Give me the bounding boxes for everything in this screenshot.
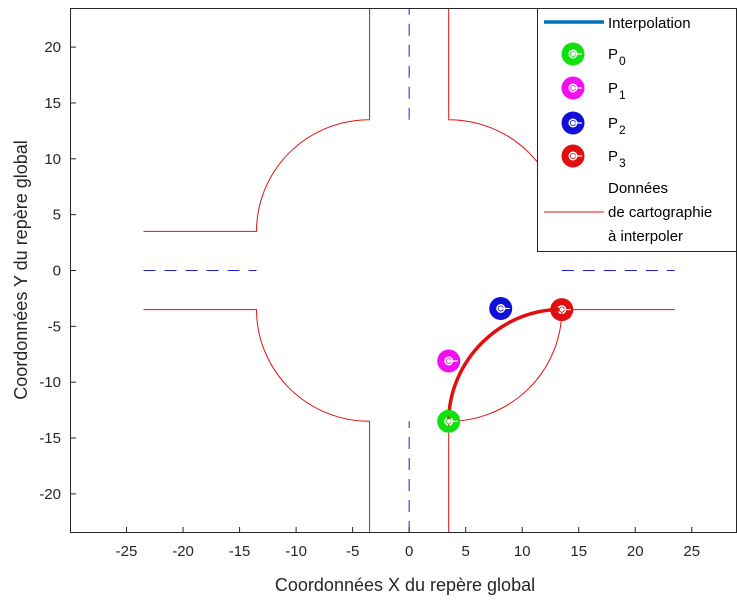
control-point-p2	[489, 296, 513, 320]
legend-item-map: Données de cartographie à interpoler	[544, 180, 712, 245]
y-axis-label: Coordonnées Y du repère global	[11, 140, 31, 400]
center-dashes	[143, 8, 675, 533]
x-tick-label: 5	[462, 543, 470, 560]
y-tick-label: 0	[53, 263, 61, 280]
map-line-1	[143, 8, 371, 232]
legend-item-p2: P2	[561, 111, 626, 137]
x-tick-label: -25	[116, 543, 138, 560]
legend-marker-p0	[561, 42, 585, 66]
x-tick-label: 10	[514, 543, 531, 560]
legend-marker-p3	[561, 144, 585, 168]
y-tick-label: -5	[48, 318, 61, 335]
legend-marker-p2	[561, 111, 585, 135]
interpolation-path	[446, 307, 562, 422]
y-tick-label: -10	[39, 374, 61, 391]
y-tick-label: 5	[53, 207, 61, 224]
x-tick-label: -15	[229, 543, 251, 560]
legend-label-subscript: 1	[619, 88, 626, 102]
legend-label-subscript: 0	[619, 54, 626, 68]
legend-label-subscript: 3	[619, 156, 626, 170]
control-point-p0	[437, 409, 461, 433]
x-tick-label: 25	[683, 543, 700, 560]
y-tick-label: 15	[44, 95, 61, 112]
control-point-p3	[550, 298, 574, 322]
legend-label: Interpolation	[608, 15, 691, 32]
y-tick-label: -15	[39, 430, 61, 447]
y-tick-label: 20	[44, 39, 61, 56]
legend-label-subscript: 2	[619, 123, 626, 137]
control-points	[437, 296, 574, 433]
x-axis-label: Coordonnées X du repère global	[275, 575, 535, 595]
legend-label-line: de cartographie	[608, 204, 712, 221]
legend-marker-p1	[561, 76, 585, 100]
interpolation-curve	[446, 307, 562, 422]
legend-label-line: à interpoler	[608, 228, 683, 245]
x-tick-label: 15	[570, 543, 587, 560]
x-tick-label: 0	[405, 543, 413, 560]
y-tick-label: -20	[39, 486, 61, 503]
x-tick-label: -20	[172, 543, 194, 560]
y-axis-ticks: -20 -15 -10 -5 0 5 10 15 20	[39, 39, 76, 503]
legend-label-line: Données	[608, 180, 668, 197]
map-line-2	[448, 309, 675, 533]
control-point-p1	[437, 349, 461, 373]
x-tick-label: -10	[285, 543, 307, 560]
map-line-3	[143, 309, 371, 533]
x-axis-ticks: -25 -20 -15 -10 -5 0 5 10 15 20 25	[116, 527, 700, 560]
legend-item-interpolation: Interpolation	[544, 15, 691, 32]
x-tick-label: 20	[627, 543, 644, 560]
y-tick-label: 10	[44, 151, 61, 168]
x-tick-label: -5	[346, 543, 359, 560]
